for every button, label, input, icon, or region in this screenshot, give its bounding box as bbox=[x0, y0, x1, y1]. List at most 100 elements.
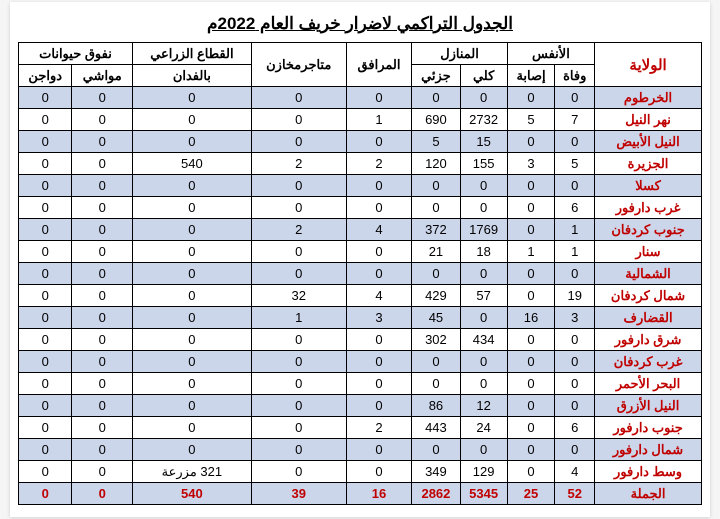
cell: جنوب دارفور bbox=[595, 417, 702, 439]
col-poultry: دواجن bbox=[19, 65, 72, 87]
cell: 2862 bbox=[412, 483, 460, 505]
cell: 0 bbox=[19, 197, 72, 219]
cell: 3 bbox=[346, 307, 412, 329]
cell: 129 bbox=[460, 461, 507, 483]
cell: 0 bbox=[19, 109, 72, 131]
cell: شمال كردفان bbox=[595, 285, 702, 307]
cell: 0 bbox=[460, 175, 507, 197]
cell: 4 bbox=[346, 285, 412, 307]
report-page: الجدول التراكمي لاضرار خريف العام 2022م … bbox=[10, 2, 710, 517]
damage-table: الولاية الأنفس المنازل المرافق متاجرمخاز… bbox=[18, 42, 702, 505]
cell: 120 bbox=[412, 153, 460, 175]
cell: 5345 bbox=[460, 483, 507, 505]
cell: 0 bbox=[555, 263, 595, 285]
cell: 0 bbox=[19, 483, 72, 505]
table-row: البحر الأحمر000000000 bbox=[19, 373, 702, 395]
cell: 0 bbox=[72, 263, 133, 285]
cell: 18 bbox=[460, 241, 507, 263]
cell: 1 bbox=[555, 241, 595, 263]
cell: 0 bbox=[132, 197, 251, 219]
cell: النيل الأبيض bbox=[595, 131, 702, 153]
cell: وسط دارفور bbox=[595, 461, 702, 483]
cell: 0 bbox=[507, 263, 555, 285]
cell: 0 bbox=[251, 175, 346, 197]
cell: غرب دارفور bbox=[595, 197, 702, 219]
cell: 0 bbox=[412, 87, 460, 109]
table-row: الشمالية000000000 bbox=[19, 263, 702, 285]
col-houses-total: كلي bbox=[460, 65, 507, 87]
table-total-row: الجملة522553452862163954000 bbox=[19, 483, 702, 505]
col-facilities: المرافق bbox=[346, 43, 412, 87]
cell: 6 bbox=[555, 197, 595, 219]
cell: 39 bbox=[251, 483, 346, 505]
cell: 0 bbox=[346, 197, 412, 219]
col-houses: المنازل bbox=[412, 43, 507, 65]
cell: 155 bbox=[460, 153, 507, 175]
cell: 0 bbox=[19, 87, 72, 109]
cell: 0 bbox=[507, 329, 555, 351]
cell: 434 bbox=[460, 329, 507, 351]
report-title: الجدول التراكمي لاضرار خريف العام 2022م bbox=[18, 10, 702, 42]
cell: 0 bbox=[507, 87, 555, 109]
cell: 19 bbox=[555, 285, 595, 307]
cell: 443 bbox=[412, 417, 460, 439]
cell: 3 bbox=[507, 153, 555, 175]
cell: 0 bbox=[72, 307, 133, 329]
cell: 0 bbox=[19, 219, 72, 241]
cell: 0 bbox=[72, 373, 133, 395]
cell: 0 bbox=[19, 153, 72, 175]
cell: 0 bbox=[251, 351, 346, 373]
table-row: الخرطوم000000000 bbox=[19, 87, 702, 109]
cell: 0 bbox=[251, 395, 346, 417]
cell: 4 bbox=[346, 219, 412, 241]
cell: 1769 bbox=[460, 219, 507, 241]
cell: سنار bbox=[595, 241, 702, 263]
cell: 0 bbox=[412, 351, 460, 373]
table-row: غرب كردفان000000000 bbox=[19, 351, 702, 373]
cell: 0 bbox=[555, 373, 595, 395]
cell: 0 bbox=[19, 131, 72, 153]
cell: 0 bbox=[507, 219, 555, 241]
table-row: شمال كردفان19057429432000 bbox=[19, 285, 702, 307]
cell: 0 bbox=[132, 417, 251, 439]
cell: 0 bbox=[251, 197, 346, 219]
cell: 0 bbox=[19, 329, 72, 351]
cell: 0 bbox=[460, 351, 507, 373]
table-row: وسط دارفور4012934900321 مزرعة00 bbox=[19, 461, 702, 483]
cell: 15 bbox=[460, 131, 507, 153]
table-row: النيل الأزرق00128600000 bbox=[19, 395, 702, 417]
cell: 0 bbox=[251, 263, 346, 285]
cell: 349 bbox=[412, 461, 460, 483]
cell: 0 bbox=[251, 131, 346, 153]
table-row: النيل الأبيض0015500000 bbox=[19, 131, 702, 153]
cell: 0 bbox=[460, 307, 507, 329]
cell: 0 bbox=[132, 175, 251, 197]
cell: 0 bbox=[555, 329, 595, 351]
cell: 0 bbox=[412, 197, 460, 219]
cell: 0 bbox=[251, 417, 346, 439]
cell: 0 bbox=[72, 329, 133, 351]
cell: 7 bbox=[555, 109, 595, 131]
cell: 0 bbox=[346, 329, 412, 351]
cell: 0 bbox=[19, 175, 72, 197]
cell: 12 bbox=[460, 395, 507, 417]
cell: 25 bbox=[507, 483, 555, 505]
cell: 321 مزرعة bbox=[132, 461, 251, 483]
cell: 0 bbox=[507, 175, 555, 197]
cell: 0 bbox=[19, 307, 72, 329]
cell: 2732 bbox=[460, 109, 507, 131]
col-houses-partial: جزئي bbox=[412, 65, 460, 87]
cell: 0 bbox=[132, 351, 251, 373]
cell: 1 bbox=[507, 241, 555, 263]
col-deaths: وفاة bbox=[555, 65, 595, 87]
cell: الجزيرة bbox=[595, 153, 702, 175]
cell: 0 bbox=[507, 439, 555, 461]
cell: 302 bbox=[412, 329, 460, 351]
col-feddan: بالفدان bbox=[132, 65, 251, 87]
cell: 0 bbox=[346, 373, 412, 395]
cell: 429 bbox=[412, 285, 460, 307]
cell: 24 bbox=[460, 417, 507, 439]
cell: 0 bbox=[19, 241, 72, 263]
cell: 690 bbox=[412, 109, 460, 131]
cell: البحر الأحمر bbox=[595, 373, 702, 395]
